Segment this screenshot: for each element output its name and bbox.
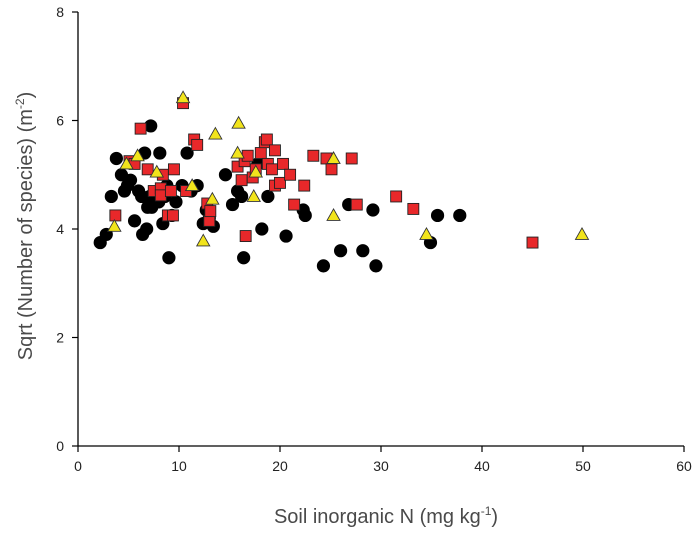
data-point-square xyxy=(141,163,154,176)
data-point-circle xyxy=(366,203,380,217)
data-point-square xyxy=(325,163,338,176)
data-point-square xyxy=(277,157,289,170)
data-point-triangle xyxy=(419,227,434,240)
data-point-triangle xyxy=(230,145,245,159)
data-point-triangle xyxy=(119,156,134,170)
data-point-square xyxy=(235,174,248,187)
data-point-circle xyxy=(279,229,293,243)
data-point-square xyxy=(134,122,147,135)
data-point-circle xyxy=(123,173,138,187)
data-point-circle xyxy=(356,244,370,258)
y-axis-title: Sqrt (Number of species) (m-2) xyxy=(13,92,37,361)
x-tick-label: 60 xyxy=(676,458,692,474)
data-point-triangle xyxy=(205,191,220,205)
data-point-circle xyxy=(316,259,331,273)
x-tick-label: 50 xyxy=(575,458,591,474)
data-point-square xyxy=(241,149,254,162)
data-point-square xyxy=(239,230,252,243)
data-point-square xyxy=(284,168,297,181)
data-point-square xyxy=(269,144,281,157)
x-axis-title: Soil inorganic N (mg kg-1) xyxy=(274,504,498,528)
data-point-triangle xyxy=(326,208,341,221)
data-point-circle xyxy=(104,189,118,204)
data-point-square xyxy=(167,163,180,176)
data-point-circle xyxy=(162,251,176,265)
data-point-square xyxy=(288,198,301,211)
y-tick-label: 2 xyxy=(56,330,64,346)
data-point-triangle xyxy=(231,115,246,129)
data-point-square xyxy=(407,202,420,215)
data-point-circle xyxy=(218,168,233,182)
y-tick-label: 6 xyxy=(56,113,64,129)
x-tick-label: 20 xyxy=(272,458,288,474)
data-point-circle xyxy=(127,214,142,228)
data-point-triangle xyxy=(574,227,590,240)
data-point-square xyxy=(254,147,267,160)
data-point-circle xyxy=(430,208,445,223)
data-point-circle xyxy=(140,222,154,236)
data-point-circle xyxy=(333,244,348,258)
data-point-square xyxy=(265,163,278,176)
data-point-triangle xyxy=(195,233,211,247)
data-point-square xyxy=(191,138,204,151)
data-point-square xyxy=(274,176,286,189)
data-point-circle xyxy=(369,259,383,273)
data-point-circle xyxy=(180,146,194,160)
data-point-triangle xyxy=(130,148,145,162)
y-tick-label: 4 xyxy=(56,221,64,237)
data-point-square xyxy=(154,189,167,202)
tick-labels: 0 2 4 6 8 0 10 20 30 40 50 60 xyxy=(56,4,692,474)
data-point-circle xyxy=(255,222,269,236)
data-point-triangle xyxy=(248,164,264,178)
data-point-triangle xyxy=(184,178,200,192)
x-tick-label: 30 xyxy=(373,458,389,474)
data-point-triangle xyxy=(326,151,341,164)
data-point-circle xyxy=(261,189,275,204)
data-point-square xyxy=(204,205,217,218)
y-tick-label: 8 xyxy=(56,4,64,20)
axes xyxy=(72,11,685,452)
data-point-triangle xyxy=(149,164,165,178)
data-point-triangle xyxy=(208,126,223,140)
data-point-square xyxy=(526,236,539,249)
data-point-square xyxy=(260,133,273,146)
data-point-circle xyxy=(237,251,251,265)
data-point-circle xyxy=(225,197,240,212)
data-point-circle xyxy=(235,189,249,204)
data-point-circle xyxy=(453,208,467,223)
data-point-circle xyxy=(169,195,183,209)
data-point-square xyxy=(166,209,179,222)
x-tick-label: 10 xyxy=(171,458,187,474)
x-tick-label: 40 xyxy=(474,458,490,474)
data-point-circle xyxy=(109,151,123,166)
data-point-circle xyxy=(298,208,312,223)
data-point-circle xyxy=(153,146,167,160)
data-point-square xyxy=(109,209,122,222)
data-point-square xyxy=(298,179,311,192)
x-tick-label: 0 xyxy=(74,458,82,474)
data-point-triangle xyxy=(246,189,262,202)
y-tick-label: 0 xyxy=(56,438,64,454)
data-point-square xyxy=(390,190,403,203)
data-point-square xyxy=(164,185,177,197)
data-point-square xyxy=(307,149,320,162)
plot-marks xyxy=(93,90,590,273)
data-point-triangle xyxy=(107,218,122,232)
data-point-triangle xyxy=(175,90,191,104)
data-point-square xyxy=(350,198,363,211)
data-point-square xyxy=(345,152,358,165)
